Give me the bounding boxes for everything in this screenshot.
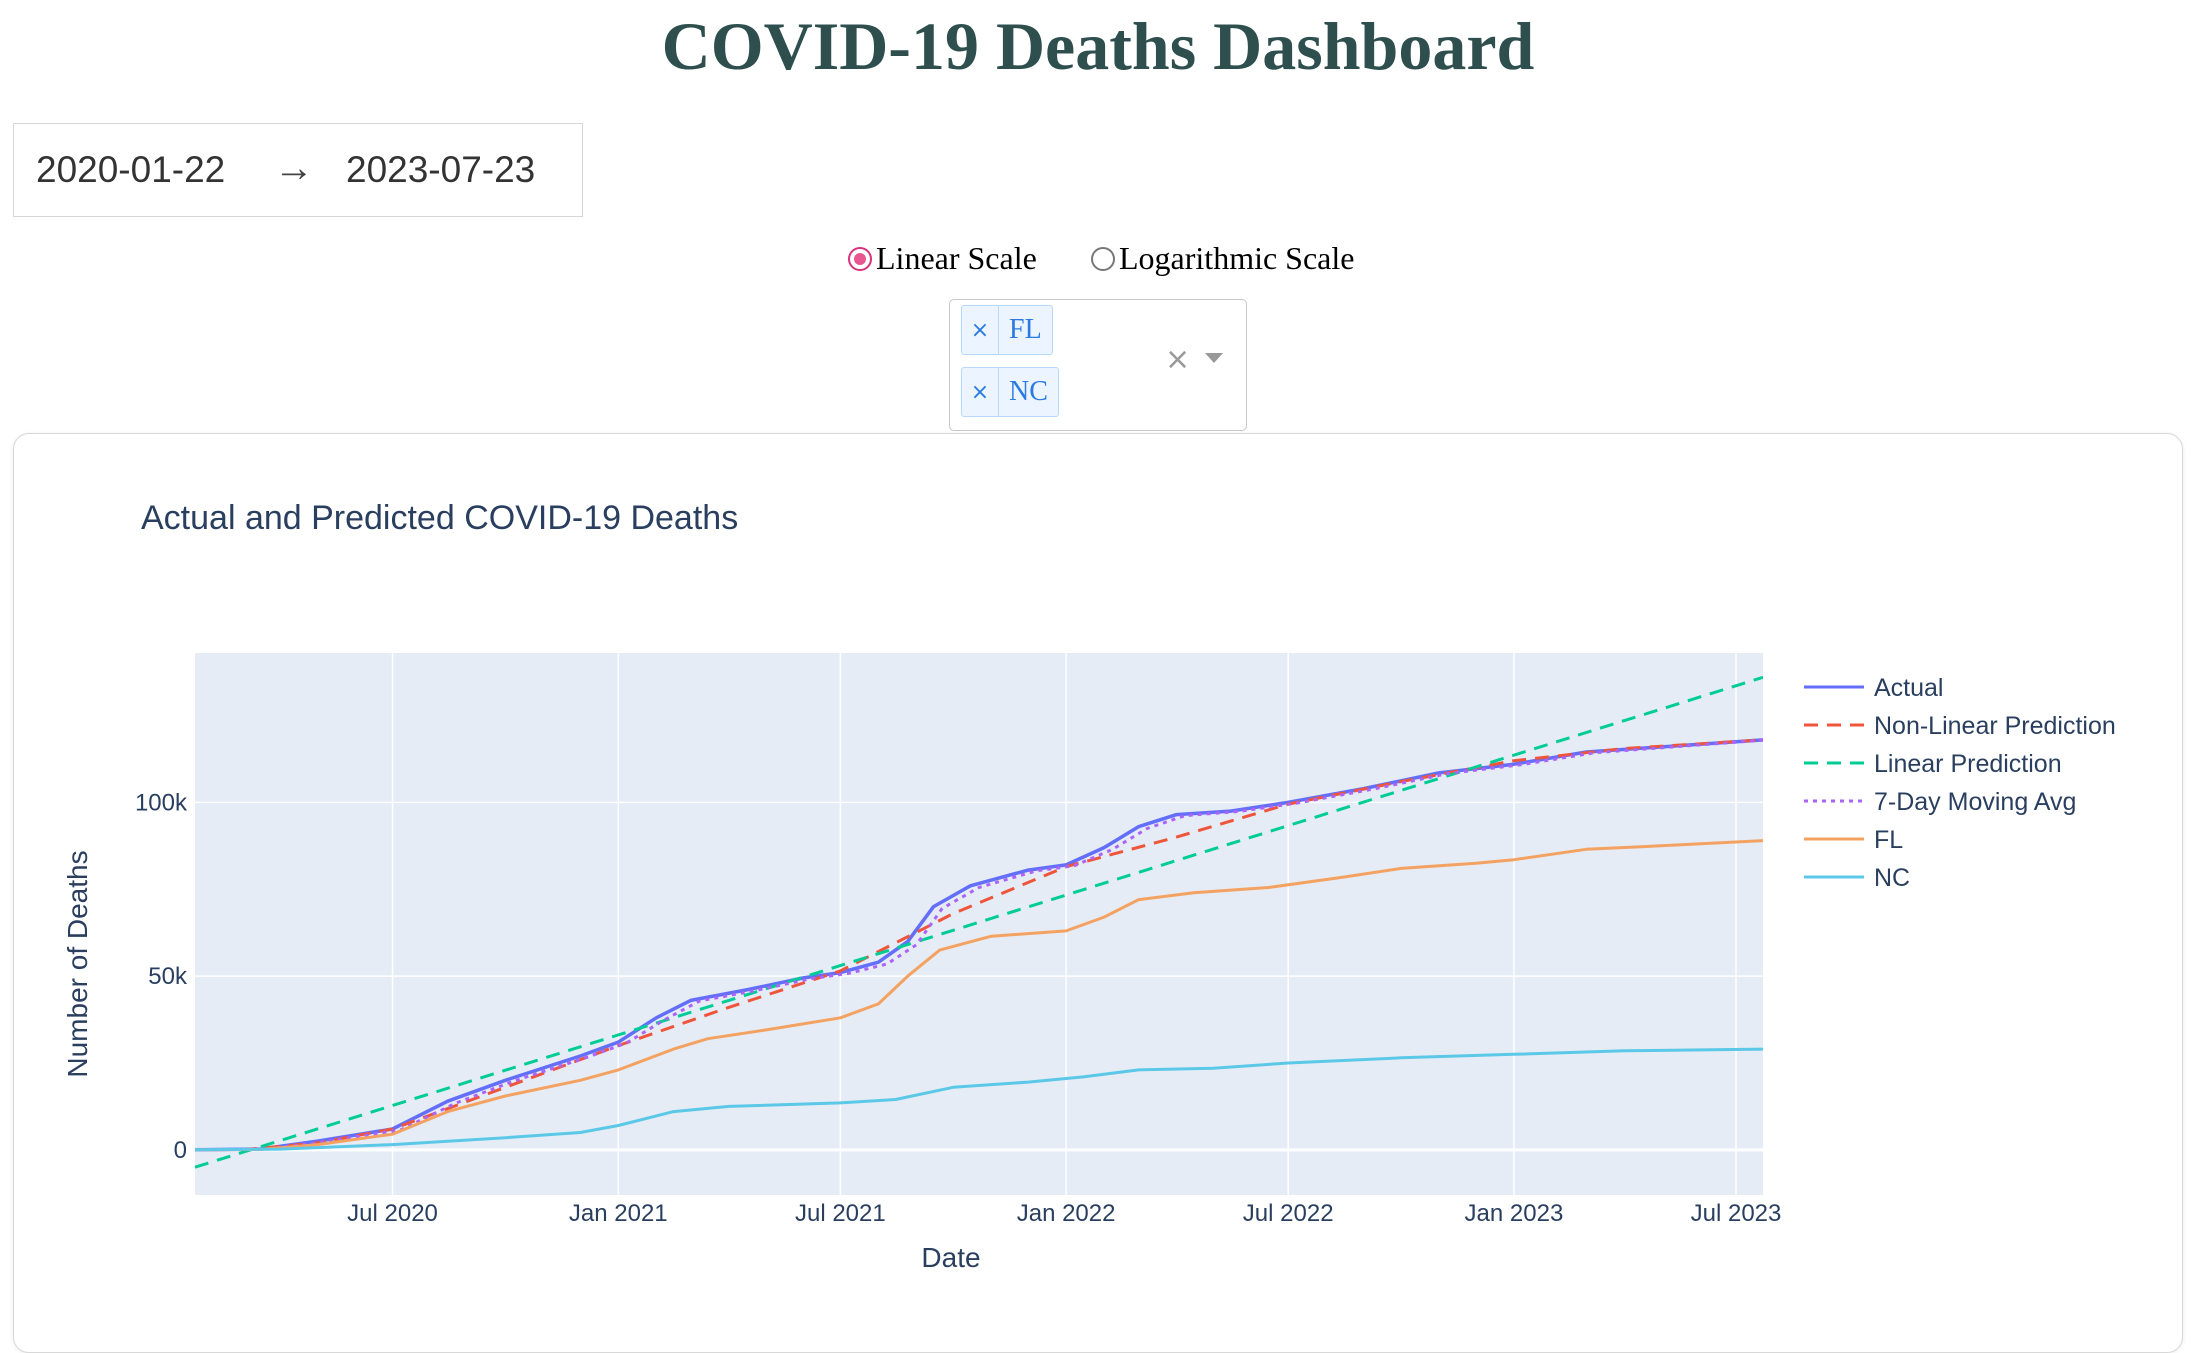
x-tick-label: Jul 2023 (1691, 1200, 1782, 1227)
legend-label: FL (1874, 826, 1903, 854)
x-tick-label: Jan 2022 (1017, 1200, 1116, 1227)
y-tick-label: 50k (148, 963, 188, 990)
legend-label: NC (1874, 864, 1910, 892)
series-line-fl (195, 839, 1763, 1152)
y-axis-title: Number of Deaths (62, 850, 93, 1077)
legend-label: 7-Day Moving Avg (1874, 788, 2076, 816)
x-tick-label: Jul 2022 (1243, 1200, 1334, 1227)
tag-fl: × FL (961, 305, 1053, 355)
start-date-input[interactable]: 2020-01-22 (36, 149, 226, 190)
chart-card: Actual and Predicted COVID-19 Deaths Jul … (13, 433, 2183, 1353)
dropdown-caret-icon[interactable] (1205, 353, 1223, 363)
series-group (195, 675, 1763, 1169)
linear-scale-option[interactable]: Linear Scale (848, 240, 1037, 277)
tag-nc: × NC (961, 367, 1059, 417)
y-tick-label: 0 (174, 1137, 187, 1164)
state-multi-select[interactable]: × FL × NC × (949, 299, 1247, 431)
end-date-input[interactable]: 2023-07-23 (346, 149, 536, 190)
tag-nc-label: NC (1009, 376, 1048, 407)
legend-label: Non-Linear Prediction (1874, 712, 2116, 740)
date-range-picker[interactable]: 2020-01-22 → 2023-07-23 (13, 123, 583, 217)
x-tick-label: Jul 2021 (795, 1200, 886, 1227)
x-tick-label: Jul 2020 (347, 1200, 438, 1227)
x-axis-title: Date (921, 1242, 980, 1273)
series-line-nc (195, 1047, 1763, 1152)
deaths-line-chart: Actual and Predicted COVID-19 Deaths Jul … (62, 499, 2116, 1273)
legend-label: Actual (1874, 674, 1943, 702)
arrow-right-icon: → (274, 146, 314, 190)
remove-fl-icon[interactable]: × (962, 306, 999, 354)
x-tick-label: Jan 2021 (569, 1200, 668, 1227)
radio-unchecked-icon[interactable] (1091, 246, 1115, 271)
legend-label: Linear Prediction (1874, 750, 2062, 778)
y-tick-label: 100k (135, 789, 188, 816)
chart-title: Actual and Predicted COVID-19 Deaths (141, 499, 738, 537)
remove-nc-icon[interactable]: × (962, 368, 999, 416)
log-scale-label: Logarithmic Scale (1119, 240, 1355, 276)
log-scale-option[interactable]: Logarithmic Scale (1091, 240, 1354, 277)
radio-checked-icon[interactable] (848, 246, 872, 271)
x-tick-label: Jan 2023 (1465, 1200, 1564, 1227)
series-line-linear-prediction (195, 675, 1763, 1169)
tag-fl-label: FL (1009, 314, 1042, 345)
clear-all-icon[interactable]: × (1165, 342, 1191, 377)
page-title: COVID-19 Deaths Dashboard (661, 8, 1535, 84)
linear-scale-label: Linear Scale (876, 240, 1037, 276)
